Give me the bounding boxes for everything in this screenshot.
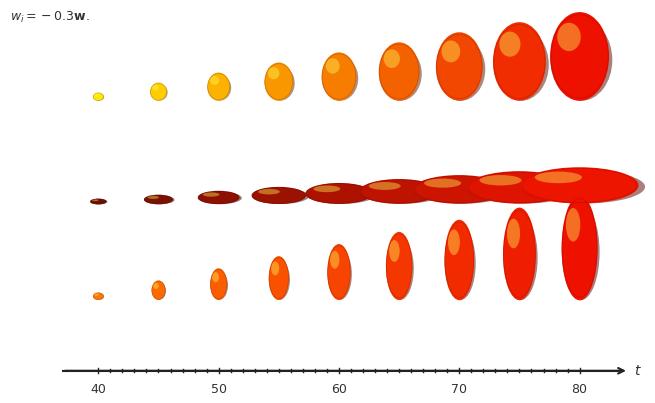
Ellipse shape [94,93,98,96]
Ellipse shape [384,49,400,68]
Text: 40: 40 [90,383,106,396]
Ellipse shape [93,93,104,101]
Ellipse shape [379,42,419,101]
Ellipse shape [499,31,521,57]
Ellipse shape [268,67,280,79]
Ellipse shape [493,22,546,101]
Ellipse shape [386,237,414,300]
Ellipse shape [210,268,227,300]
Ellipse shape [212,272,219,282]
Ellipse shape [448,229,460,255]
Ellipse shape [503,208,536,300]
Ellipse shape [208,73,230,101]
Ellipse shape [330,251,339,269]
Ellipse shape [152,282,166,300]
Ellipse shape [521,170,645,204]
Ellipse shape [208,75,231,101]
Ellipse shape [413,175,506,204]
Ellipse shape [369,182,401,190]
Ellipse shape [328,249,352,300]
Ellipse shape [269,260,290,300]
Ellipse shape [94,293,98,296]
Ellipse shape [468,174,578,204]
Ellipse shape [210,271,228,300]
Ellipse shape [386,232,413,300]
Ellipse shape [561,195,597,300]
Text: 80: 80 [572,383,588,396]
Ellipse shape [436,32,483,101]
Text: 50: 50 [211,383,227,396]
Ellipse shape [379,47,422,101]
Ellipse shape [210,76,219,85]
Ellipse shape [265,62,293,101]
Ellipse shape [557,23,581,51]
Ellipse shape [198,192,242,204]
Ellipse shape [445,226,476,300]
Text: 70: 70 [451,383,467,396]
Text: t: t [634,364,639,378]
Ellipse shape [152,280,165,300]
Ellipse shape [566,208,580,241]
Ellipse shape [147,196,159,199]
Ellipse shape [150,83,167,101]
Ellipse shape [424,179,461,188]
Ellipse shape [90,199,107,204]
Ellipse shape [445,220,474,300]
Ellipse shape [322,52,356,101]
Ellipse shape [93,93,103,101]
Ellipse shape [534,172,582,183]
Ellipse shape [479,175,521,185]
Ellipse shape [152,85,159,91]
Ellipse shape [269,256,289,300]
Ellipse shape [150,84,168,101]
Text: $w_i = -0.3\mathbf{w}.$: $w_i = -0.3\mathbf{w}.$ [10,10,90,25]
Ellipse shape [258,189,280,194]
Ellipse shape [153,283,159,289]
Ellipse shape [521,167,639,204]
Ellipse shape [359,179,439,204]
Ellipse shape [413,177,511,204]
Ellipse shape [550,19,612,101]
Ellipse shape [503,215,538,300]
Ellipse shape [252,187,306,204]
Ellipse shape [550,12,609,101]
Ellipse shape [306,185,376,204]
Ellipse shape [326,58,340,74]
Ellipse shape [507,219,520,248]
Ellipse shape [90,199,107,204]
Ellipse shape [144,195,173,204]
Ellipse shape [493,29,549,101]
Ellipse shape [92,199,99,201]
Ellipse shape [93,293,103,300]
Ellipse shape [305,183,373,204]
Ellipse shape [562,204,599,300]
Ellipse shape [360,181,443,204]
Ellipse shape [252,188,309,204]
Ellipse shape [436,38,485,101]
Ellipse shape [265,66,295,101]
Ellipse shape [144,195,175,204]
Ellipse shape [203,192,219,197]
Ellipse shape [314,185,341,192]
Ellipse shape [198,191,240,204]
Ellipse shape [93,293,104,300]
Ellipse shape [441,40,460,62]
Ellipse shape [389,240,400,262]
Text: 60: 60 [331,383,347,396]
Ellipse shape [322,56,358,101]
Ellipse shape [271,262,279,275]
Ellipse shape [328,244,350,300]
Ellipse shape [467,171,572,204]
